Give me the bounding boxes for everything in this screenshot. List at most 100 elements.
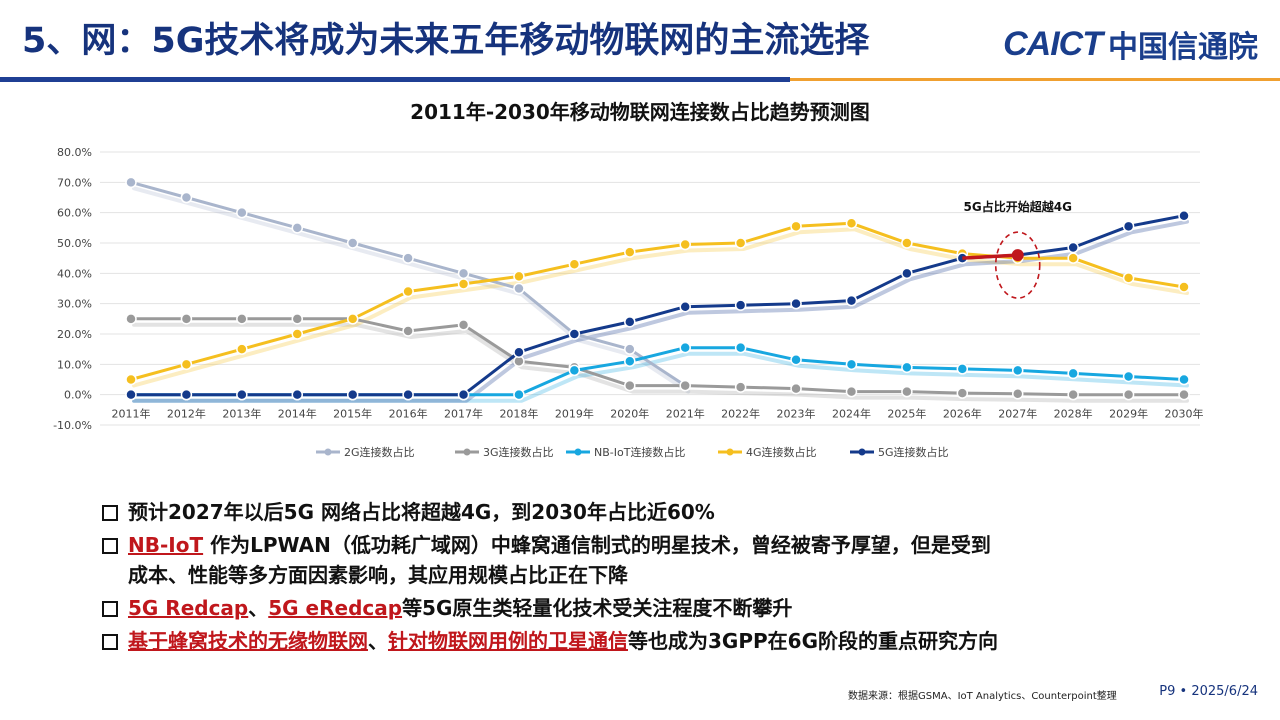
y-tick-label: 60.0% bbox=[57, 207, 92, 220]
caict-logo: CAICT 中国信通院 bbox=[1003, 22, 1258, 66]
header: 5、网：5G技术将成为未来五年移动物联网的主流选择 CAICT 中国信通院 bbox=[0, 0, 1280, 82]
data-point bbox=[679, 300, 691, 313]
trend-line-chart: 80.0% 70.0% 60.0% 50.0% 40.0% 30.0% 20.0% 10.0%… bbox=[53, 146, 1204, 459]
logo-cn: 中国信通院 bbox=[1108, 30, 1258, 65]
legend-label: 3G连接数占比 bbox=[483, 445, 554, 459]
data-point bbox=[1011, 364, 1024, 377]
y-tick-label: 30.0% bbox=[57, 298, 92, 311]
series-line bbox=[129, 221, 1186, 381]
highlight-text: 基于蜂窝技术的无缘物联网 bbox=[128, 629, 368, 653]
bullet-text: 等也成为3GPP在6G阶段的重点研究方向 bbox=[628, 629, 998, 653]
legend-item: 4G连接数占比 bbox=[718, 445, 817, 459]
data-point bbox=[1067, 252, 1079, 264]
data-point bbox=[291, 313, 304, 325]
data-point bbox=[236, 313, 248, 325]
data-point bbox=[125, 313, 137, 325]
data-point bbox=[624, 355, 636, 368]
data-point bbox=[734, 341, 747, 354]
data-point bbox=[1122, 272, 1135, 284]
highlight-text: NB-IoT bbox=[128, 533, 204, 557]
x-tick-label: 2030年 bbox=[1165, 407, 1204, 421]
data-point bbox=[346, 237, 359, 249]
checkbox-square-icon bbox=[102, 505, 118, 521]
data-point bbox=[513, 270, 525, 283]
x-tick-label: 2019年 bbox=[555, 407, 594, 421]
x-tick-label: 2028年 bbox=[1054, 407, 1093, 421]
data-point bbox=[1178, 281, 1190, 293]
data-point bbox=[291, 328, 304, 340]
data-point bbox=[1067, 241, 1079, 254]
bullet-text: 预计2027年以后5G 网络占比将超越4G，到2030年占比近60% bbox=[128, 500, 715, 524]
x-tick-label: 2013年 bbox=[222, 407, 261, 421]
data-point bbox=[734, 299, 747, 311]
data-point bbox=[624, 316, 636, 328]
x-tick-label: 2018年 bbox=[499, 407, 538, 421]
annotation-label: 5G占比开始超越4G bbox=[964, 199, 1072, 214]
y-tick-label: 10.0% bbox=[57, 358, 92, 371]
data-point bbox=[790, 297, 802, 310]
data-point bbox=[624, 379, 636, 392]
data-point bbox=[180, 388, 193, 401]
data-point bbox=[1011, 388, 1024, 400]
data-point bbox=[457, 319, 470, 331]
header-divider bbox=[0, 77, 1280, 82]
data-point bbox=[236, 388, 248, 401]
data-point bbox=[180, 313, 193, 325]
data-point bbox=[457, 278, 470, 290]
bullet-text: 作为LPWAN（低功耗广域网）中蜂窝通信制式的明星技术，曾经被寄予厚望，但是受到 bbox=[203, 533, 991, 557]
data-point bbox=[1122, 220, 1135, 233]
legend-label: NB-IoT连接数占比 bbox=[594, 445, 685, 459]
data-point bbox=[956, 387, 969, 399]
bullet-continuation: 成本、性能等多方面因素影响，其应用规模占比正在下降 bbox=[128, 563, 628, 587]
checkbox-square-icon bbox=[102, 601, 118, 617]
legend-item: NB-IoT连接数占比 bbox=[566, 445, 685, 459]
logo-latin: CAICT bbox=[1003, 24, 1103, 63]
x-tick-label: 2011年 bbox=[112, 407, 151, 421]
data-point bbox=[180, 191, 193, 204]
data-point bbox=[790, 382, 802, 395]
bullet-item: 5G Redcap、5G eRedcap等5G原生类轻量化技术受关注程度不断攀升 bbox=[100, 593, 1220, 623]
data-point bbox=[901, 361, 913, 374]
data-point bbox=[513, 388, 525, 401]
x-tick-label: 2022年 bbox=[721, 407, 760, 421]
data-point bbox=[956, 363, 969, 375]
data-point bbox=[568, 364, 581, 377]
data-point bbox=[513, 282, 525, 295]
x-tick-label: 2017年 bbox=[444, 407, 483, 421]
data-point bbox=[125, 388, 137, 401]
data-point bbox=[1178, 209, 1190, 222]
x-tick-label: 2025年 bbox=[887, 407, 926, 421]
legend-label: 5G连接数占比 bbox=[878, 445, 949, 459]
data-point bbox=[845, 385, 858, 398]
data-point bbox=[734, 237, 747, 249]
data-point bbox=[845, 358, 858, 371]
data-point bbox=[1067, 388, 1079, 401]
highlight-text: 5G Redcap bbox=[128, 596, 249, 620]
chart-title: 2011年-2030年移动物联网连接数占比趋势预测图 bbox=[410, 100, 870, 124]
data-point bbox=[790, 220, 802, 233]
data-point bbox=[1067, 367, 1079, 380]
x-tick-label: 2021年 bbox=[666, 407, 705, 421]
data-point bbox=[845, 294, 858, 307]
series-line bbox=[129, 317, 1186, 397]
data-point bbox=[180, 358, 193, 371]
y-tick-label: 40.0% bbox=[57, 267, 92, 280]
data-point bbox=[679, 341, 691, 354]
legend-item: 5G连接数占比 bbox=[850, 445, 949, 459]
annotation-ellipse bbox=[994, 231, 1041, 299]
highlight-text: 针对物联网用例的卫星通信 bbox=[388, 629, 628, 653]
x-tick-label: 2024年 bbox=[832, 407, 871, 421]
data-point bbox=[402, 325, 414, 337]
data-point bbox=[679, 238, 691, 251]
data-point bbox=[291, 388, 304, 401]
data-point bbox=[402, 285, 414, 298]
data-point bbox=[790, 354, 802, 366]
x-tick-label: 2023年 bbox=[777, 407, 816, 421]
data-point bbox=[1122, 388, 1135, 401]
data-point bbox=[125, 373, 137, 386]
data-point bbox=[291, 222, 304, 234]
y-tick-label: 0.0% bbox=[64, 389, 92, 402]
bullet-item: 基于蜂窝技术的无缘物联网、针对物联网用例的卫星通信等也成为3GPP在6G阶段的重… bbox=[100, 626, 1220, 656]
data-point bbox=[679, 379, 691, 392]
legend-label: 4G连接数占比 bbox=[746, 445, 817, 459]
